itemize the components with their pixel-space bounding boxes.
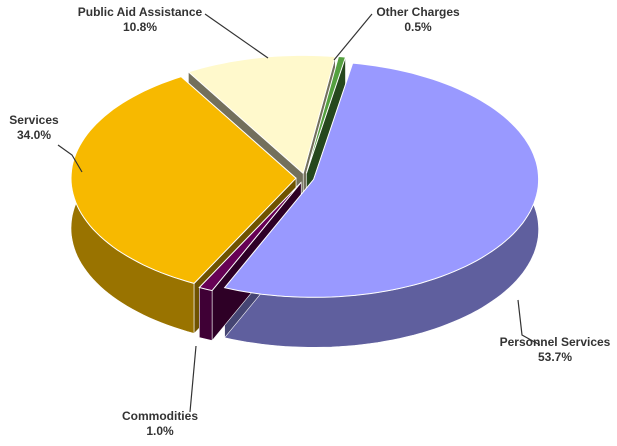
slice-value: 0.5% bbox=[404, 20, 432, 34]
slice bbox=[70, 76, 297, 284]
slice-side bbox=[199, 287, 213, 341]
leader-line bbox=[189, 345, 197, 413]
slice-label: Commodities bbox=[122, 409, 198, 423]
slice-value: 53.7% bbox=[538, 350, 572, 364]
slice-label: Personnel Services bbox=[500, 335, 611, 349]
slice-label: Services bbox=[9, 113, 59, 127]
leader-line bbox=[517, 299, 541, 346]
slice bbox=[305, 55, 347, 174]
leader-line bbox=[333, 13, 373, 61]
leader-line bbox=[57, 144, 83, 173]
slice-value: 1.0% bbox=[146, 424, 174, 438]
slice-label: Public Aid Assistance bbox=[78, 5, 203, 19]
slice-label: Other Charges bbox=[376, 5, 460, 19]
slice bbox=[223, 62, 540, 298]
slice bbox=[198, 181, 302, 292]
slice-value: 10.8% bbox=[123, 20, 157, 34]
slice-value: 34.0% bbox=[17, 128, 51, 142]
slice bbox=[187, 54, 336, 175]
leader-line bbox=[204, 13, 269, 59]
